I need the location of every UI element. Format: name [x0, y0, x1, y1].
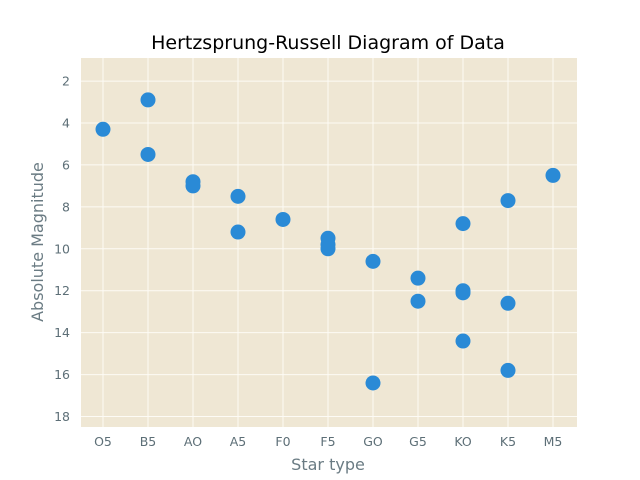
- data-point: [500, 193, 516, 209]
- x-tick-label: M5: [544, 434, 563, 449]
- y-axis-ticks: 2 4 6 8 10 12 14 16 18: [54, 74, 70, 424]
- x-tick-label: GO: [363, 434, 383, 449]
- x-tick-label: O5: [94, 434, 112, 449]
- y-tick-label: 18: [54, 409, 70, 424]
- data-point: [140, 92, 156, 108]
- data-point: [185, 178, 201, 194]
- data-point: [230, 224, 246, 240]
- chart-title: Hertzsprung-Russell Diagram of Data: [151, 32, 505, 54]
- data-point: [455, 333, 471, 349]
- x-tick-label: AO: [184, 434, 202, 449]
- data-point: [455, 285, 471, 301]
- x-tick-label: B5: [140, 434, 157, 449]
- y-tick-label: 16: [54, 367, 70, 382]
- x-tick-label: G5: [409, 434, 427, 449]
- y-tick-label: 12: [54, 283, 70, 298]
- x-tick-label: A5: [230, 434, 247, 449]
- grid: [81, 58, 577, 427]
- x-tick-label: F0: [275, 434, 290, 449]
- data-point: [500, 362, 516, 378]
- data-point: [410, 293, 426, 309]
- data-point: [500, 295, 516, 311]
- y-tick-label: 4: [62, 115, 70, 130]
- data-point: [365, 375, 381, 391]
- y-tick-label: 8: [62, 199, 70, 214]
- data-point: [365, 253, 381, 269]
- y-tick-label: 6: [62, 157, 70, 172]
- x-tick-label: K5: [500, 434, 516, 449]
- x-tick-label: KO: [454, 434, 472, 449]
- data-point: [455, 216, 471, 232]
- data-point: [275, 211, 291, 227]
- data-point: [140, 146, 156, 162]
- data-point: [410, 270, 426, 286]
- x-axis-label: Star type: [291, 455, 365, 474]
- data-point: [230, 188, 246, 204]
- data-point: [320, 241, 336, 257]
- y-axis-label: Absolute Magnitude: [28, 162, 47, 322]
- data-point: [545, 167, 561, 183]
- x-axis-ticks: O5 B5 AO A5 F0 F5 GO G5 KO K5 M5: [94, 434, 562, 449]
- x-tick-label: F5: [320, 434, 335, 449]
- data-point: [95, 121, 111, 137]
- data-points: [95, 92, 561, 391]
- y-tick-label: 2: [62, 74, 70, 89]
- y-tick-label: 10: [54, 241, 70, 256]
- y-tick-label: 14: [54, 325, 70, 340]
